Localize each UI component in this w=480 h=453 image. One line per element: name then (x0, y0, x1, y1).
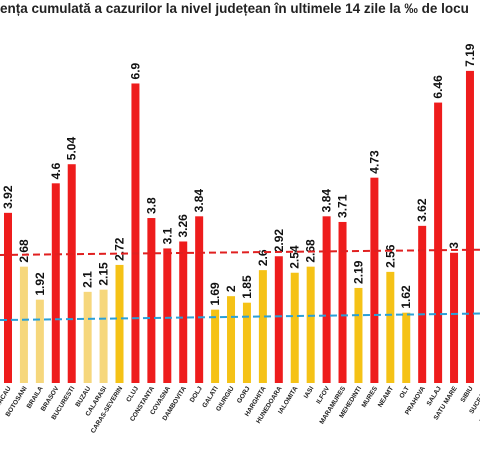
value-label: 2.54 (288, 245, 302, 269)
bar (338, 221, 347, 383)
value-label: 5.04 (65, 137, 79, 161)
x-tick-label: NEAMT (377, 385, 395, 408)
bar (465, 70, 474, 383)
bar (402, 312, 411, 383)
bar (370, 177, 379, 383)
bar (322, 216, 331, 383)
value-label: 7.19 (463, 43, 477, 67)
bar (67, 164, 76, 383)
value-label: 2 (224, 285, 238, 292)
value-label: 6.46 (431, 75, 445, 99)
bar (354, 287, 363, 383)
bar (131, 83, 140, 384)
bar (434, 102, 443, 383)
bar (179, 241, 188, 383)
bar (227, 296, 236, 383)
value-label: 3.1 (160, 227, 174, 244)
x-tick-label: DOLJ (189, 385, 204, 404)
value-label: 2.68 (17, 239, 31, 263)
value-label: 3.84 (192, 189, 206, 213)
bar (418, 225, 427, 383)
value-label: 1.69 (208, 282, 222, 306)
value-label: 3 (447, 242, 461, 249)
value-label: 1.62 (399, 285, 413, 309)
value-label: 2.56 (383, 244, 397, 268)
x-tick-label: CLUJ (125, 385, 140, 403)
value-label: 2.19 (351, 260, 365, 284)
bar (450, 252, 459, 383)
bar (242, 302, 251, 383)
bar (35, 299, 44, 383)
value-label: 1.85 (240, 275, 254, 299)
x-tick-label: GORJ (236, 385, 252, 405)
bar (83, 291, 92, 383)
value-label: 3.92 (1, 185, 15, 209)
value-label: 2.15 (97, 262, 111, 286)
x-tick-label: OLT (398, 385, 411, 399)
value-label: 3.84 (320, 189, 334, 213)
value-label: 6.9 (128, 62, 142, 79)
bar (195, 216, 204, 383)
value-label: 3.26 (176, 214, 190, 238)
bar (4, 212, 12, 383)
bar (51, 183, 60, 383)
value-label: 2.1 (81, 271, 95, 288)
value-label: 4.6 (49, 162, 63, 179)
bar (258, 270, 267, 383)
bar (147, 218, 156, 383)
value-label: 1.92 (33, 272, 47, 296)
bar (115, 264, 124, 383)
x-tick-label: IASI (303, 385, 316, 400)
bar (99, 289, 108, 383)
reference-line (0, 248, 480, 256)
bar (386, 271, 395, 383)
reference-line (0, 312, 480, 322)
value-label: 2.6 (256, 249, 270, 266)
chart-title: ența cumulată a cazurilor la nivel județ… (0, 1, 469, 16)
bar (290, 272, 299, 383)
bar (211, 309, 220, 383)
x-tick-label: ILFOV (315, 385, 331, 406)
value-label: 4.73 (367, 150, 381, 174)
value-label: 3.62 (415, 198, 429, 222)
value-label: 2.92 (272, 229, 286, 253)
value-label: 3.71 (336, 194, 350, 218)
bar (163, 248, 172, 383)
value-label: 3.8 (144, 197, 158, 214)
value-label: 2.72 (113, 237, 127, 261)
bar (306, 266, 315, 383)
bar (19, 266, 28, 383)
bar (274, 256, 283, 383)
x-tick-label: SIBIU (460, 385, 475, 404)
